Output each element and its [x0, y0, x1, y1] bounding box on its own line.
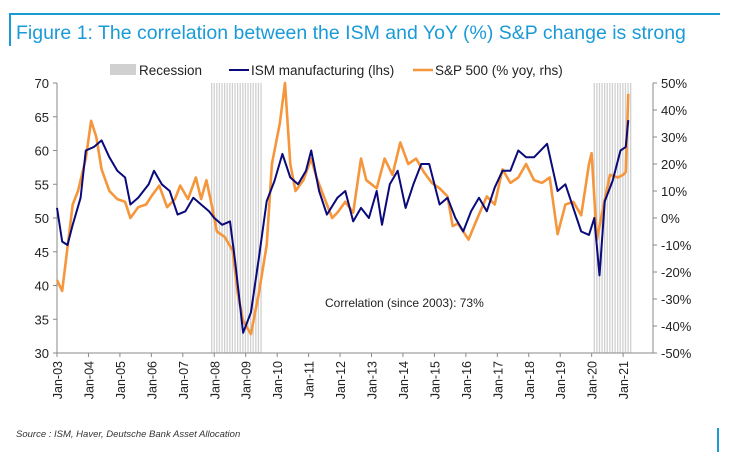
left-tick-label: 40 — [35, 279, 49, 294]
right-tick-label: 10% — [661, 184, 687, 199]
left-tick-label: 35 — [35, 312, 49, 327]
left-tick-label: 45 — [35, 245, 49, 260]
x-tick-label: Jan-17 — [491, 361, 505, 399]
correlation-annotation: Correlation (since 2003): 73% — [325, 296, 484, 310]
header-rule — [9, 13, 720, 15]
left-tick-label: 50 — [35, 211, 49, 226]
x-tick-label: Jan-19 — [554, 361, 568, 399]
recession-band — [210, 83, 262, 353]
right-tick-label: 50% — [661, 76, 687, 91]
chart-title: Figure 1: The correlation between the IS… — [16, 22, 686, 44]
right-tick-label: 20% — [661, 157, 687, 172]
legend-label: Recession — [139, 63, 202, 78]
x-tick-label: Jan-04 — [82, 361, 96, 399]
legend-item: S&P 500 (% yoy, rhs) — [413, 63, 563, 78]
x-tick-label: Jan-11 — [303, 361, 317, 398]
footer-accent-bar — [717, 428, 719, 452]
x-tick-label: Jan-16 — [460, 361, 474, 399]
x-tick-label: Jan-03 — [51, 361, 65, 399]
title-accent-bar — [9, 13, 11, 46]
legend: Recession ISM manufacturing (lhs) S&P 500 … — [110, 63, 563, 78]
left-tick-label: 55 — [35, 177, 49, 192]
axes: 30 35 40 45 50 55 60 65 70 -50% -40% -30% -20% -10% 0%… — [35, 76, 692, 399]
right-tick-label: -50% — [661, 346, 692, 361]
right-tick-label: -10% — [661, 238, 692, 253]
source-note: Source : ISM, Haver, Deutsche Bank Asset… — [16, 429, 241, 440]
x-tick-label: Jan-15 — [428, 361, 442, 399]
x-tick-label: Jan-08 — [208, 361, 222, 399]
right-tick-label: -20% — [661, 265, 692, 280]
right-tick-label: 30% — [661, 130, 687, 145]
x-tick-label: Jan-05 — [114, 361, 128, 399]
recession-bands — [210, 83, 632, 353]
x-tick-label: Jan-20 — [586, 361, 600, 399]
x-tick-label: Jan-07 — [177, 361, 191, 399]
x-tick-label: Jan-18 — [523, 361, 537, 399]
x-tick-label: Jan-14 — [397, 361, 411, 399]
left-tick-label: 30 — [35, 346, 49, 361]
x-tick-label: Jan-10 — [271, 361, 285, 399]
x-tick-label: Jan-12 — [334, 361, 348, 399]
left-tick-label: 65 — [35, 110, 49, 125]
x-tick-label: Jan-06 — [145, 361, 159, 399]
legend-item: Recession — [110, 63, 202, 78]
legend-label: S&P 500 (% yoy, rhs) — [435, 63, 563, 78]
recession-band — [593, 83, 632, 353]
sp500-line — [55, 81, 630, 336]
legend-label: ISM manufacturing (lhs) — [251, 63, 394, 78]
right-tick-label: 0% — [661, 211, 680, 226]
x-tick-label: Jan-13 — [366, 361, 380, 399]
right-tick-label: -30% — [661, 292, 692, 307]
x-tick-label: Jan-21 — [617, 361, 631, 399]
left-tick-label: 70 — [35, 76, 49, 91]
ism-line — [56, 120, 630, 334]
x-tick-label: Jan-09 — [240, 361, 254, 399]
right-tick-label: -40% — [661, 319, 692, 334]
legend-item: ISM manufacturing (lhs) — [229, 63, 394, 78]
left-tick-label: 60 — [35, 144, 49, 159]
legend-swatch — [110, 64, 136, 75]
series-lines — [55, 81, 630, 336]
right-tick-label: 40% — [661, 103, 687, 118]
